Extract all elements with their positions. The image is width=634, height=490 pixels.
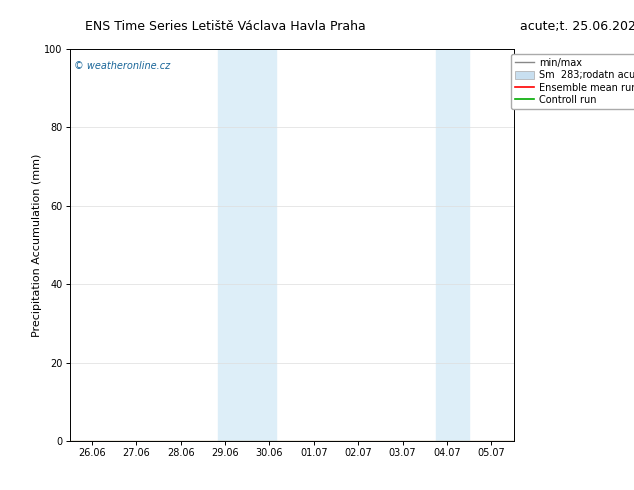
Bar xyxy=(436,49,469,441)
Text: © weatheronline.cz: © weatheronline.cz xyxy=(74,61,171,71)
Legend: min/max, Sm  283;rodatn acute; odchylka, Ensemble mean run, Controll run: min/max, Sm 283;rodatn acute; odchylka, … xyxy=(510,54,634,109)
Bar xyxy=(218,49,276,441)
Text: ENS Time Series Letiště Václava Havla Praha: ENS Time Series Letiště Václava Havla Pr… xyxy=(85,20,365,33)
Text: acute;t. 25.06.2024 21 UTC: acute;t. 25.06.2024 21 UTC xyxy=(520,20,634,33)
Y-axis label: Precipitation Accumulation (mm): Precipitation Accumulation (mm) xyxy=(32,153,42,337)
